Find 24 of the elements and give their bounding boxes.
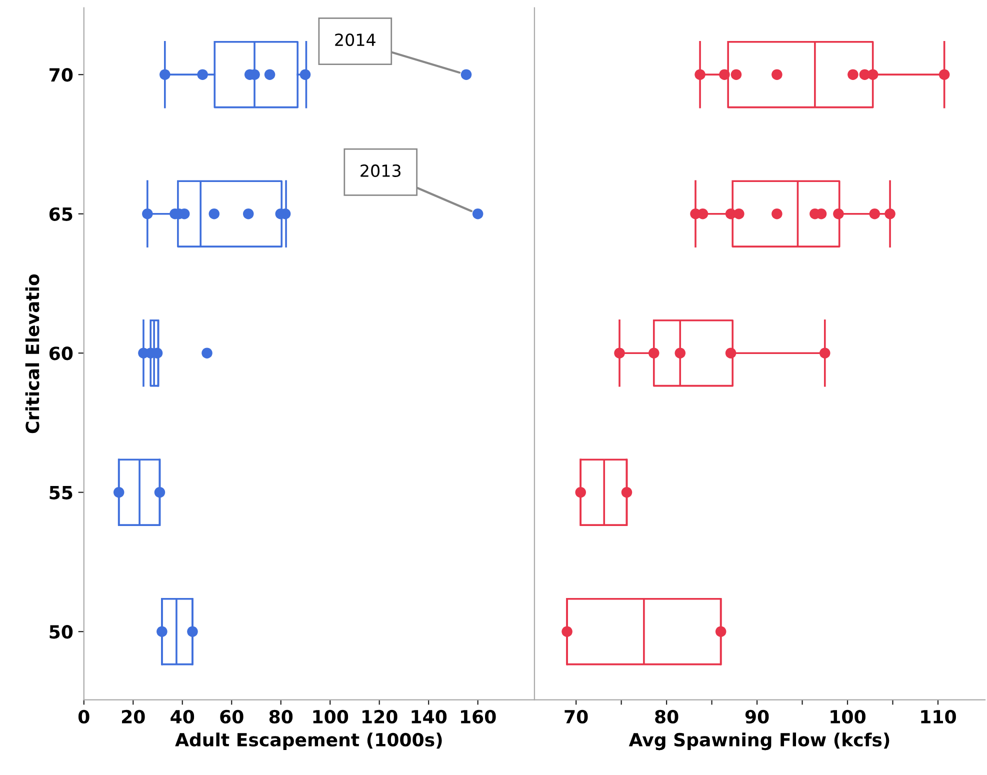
x-tick-label: 70 — [564, 710, 588, 724]
y-axis-title: Critical Elevatio — [25, 274, 40, 434]
x-tick-label: 100 — [830, 710, 866, 724]
x-tick-label: 40 — [170, 710, 194, 724]
y-tick-label: 65 — [49, 207, 72, 221]
x-tick-label: 160 — [461, 710, 496, 724]
x-tick-label: 90 — [745, 710, 769, 724]
y-tick-label: 70 — [50, 68, 73, 82]
x-tick-label: 60 — [220, 710, 244, 724]
x-tick-label: 80 — [655, 710, 678, 724]
x-axis-title: Adult Escapement (1000s) — [175, 732, 442, 750]
annotation: 2014 — [335, 33, 376, 46]
x-tick-label: 110 — [921, 710, 956, 724]
x-tick-label: 100 — [313, 710, 348, 724]
x-tick-label: 20 — [122, 710, 145, 724]
x-axis-title: Avg Spawning Flow (kcfs) — [628, 732, 890, 750]
x-tick-label: 140 — [412, 710, 447, 724]
annotation: 2013 — [360, 164, 400, 178]
y-tick-label: 50 — [50, 625, 73, 639]
y-tick-label: 60 — [49, 346, 73, 360]
y-tick-label: 55 — [50, 486, 72, 500]
x-tick-label: 0 — [78, 710, 90, 724]
x-tick-label: 80 — [269, 710, 293, 724]
x-tick-label: 120 — [362, 710, 398, 724]
